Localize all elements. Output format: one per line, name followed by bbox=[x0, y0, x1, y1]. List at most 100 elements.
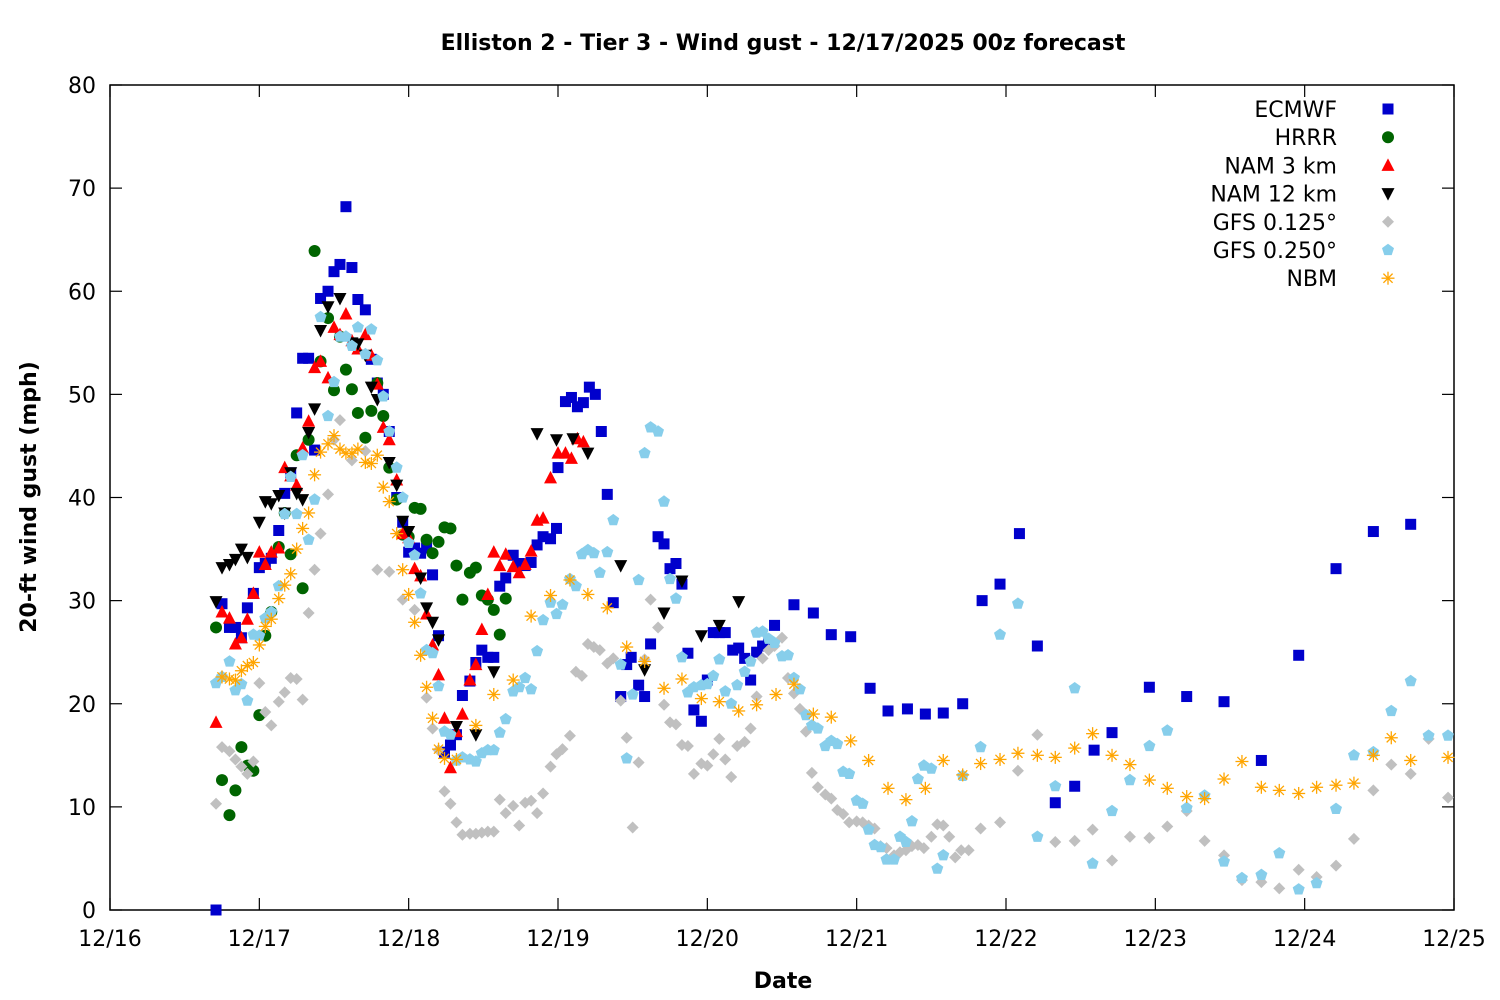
data-point bbox=[1310, 780, 1324, 794]
data-point bbox=[607, 597, 619, 609]
data-point bbox=[390, 527, 404, 541]
data-point bbox=[223, 621, 235, 633]
data-point bbox=[614, 560, 628, 573]
data-point bbox=[302, 427, 316, 440]
data-point bbox=[475, 622, 489, 635]
data-point bbox=[581, 587, 595, 601]
data-point bbox=[1405, 518, 1417, 530]
data-point bbox=[513, 819, 526, 832]
data-point bbox=[506, 673, 520, 687]
data-point bbox=[456, 690, 468, 701]
data-point bbox=[303, 352, 315, 364]
legend-marker-icon bbox=[1382, 243, 1394, 256]
data-point bbox=[537, 787, 550, 800]
y-axis-label: 20-ft wind gust (mph) bbox=[17, 361, 42, 633]
data-point bbox=[265, 719, 278, 732]
data-point bbox=[487, 687, 501, 701]
data-point bbox=[587, 546, 600, 559]
data-point bbox=[1161, 724, 1174, 736]
data-point bbox=[345, 339, 358, 351]
data-point bbox=[593, 644, 606, 657]
data-point bbox=[493, 726, 506, 738]
data-point bbox=[874, 840, 887, 853]
data-point bbox=[974, 740, 987, 753]
data-point bbox=[694, 692, 708, 706]
data-point bbox=[455, 707, 469, 720]
data-point bbox=[531, 539, 543, 551]
data-point bbox=[383, 425, 396, 437]
data-point bbox=[524, 544, 538, 557]
data-point bbox=[240, 612, 254, 625]
data-point bbox=[1143, 739, 1156, 752]
data-point bbox=[1347, 776, 1361, 790]
data-point bbox=[273, 525, 285, 536]
data-point bbox=[443, 760, 457, 774]
data-point bbox=[1069, 780, 1081, 792]
data-point bbox=[1367, 784, 1380, 797]
data-point bbox=[788, 671, 800, 684]
data-point bbox=[1293, 649, 1305, 661]
data-point bbox=[252, 545, 266, 558]
data-point bbox=[744, 655, 757, 667]
data-point bbox=[371, 563, 384, 576]
data-point bbox=[507, 799, 520, 812]
data-point bbox=[1292, 786, 1306, 800]
data-point bbox=[247, 755, 260, 768]
data-point bbox=[633, 679, 645, 691]
data-point bbox=[499, 712, 512, 725]
data-point bbox=[1049, 780, 1062, 792]
data-point bbox=[1442, 729, 1454, 741]
data-point bbox=[956, 768, 970, 782]
data-point bbox=[575, 669, 588, 682]
data-point bbox=[899, 793, 913, 807]
data-point bbox=[571, 401, 583, 413]
data-point bbox=[1011, 746, 1025, 760]
data-point bbox=[487, 743, 500, 756]
data-point bbox=[925, 762, 938, 774]
data-point bbox=[1031, 830, 1044, 842]
data-point bbox=[1123, 758, 1137, 772]
data-points bbox=[209, 201, 1455, 916]
data-point bbox=[669, 718, 682, 731]
data-point bbox=[358, 327, 372, 341]
data-point bbox=[321, 301, 335, 314]
data-point bbox=[937, 819, 950, 832]
data-point bbox=[364, 456, 378, 470]
data-point bbox=[258, 557, 272, 571]
data-point bbox=[216, 598, 228, 610]
data-point bbox=[962, 844, 975, 857]
data-point bbox=[450, 559, 463, 572]
data-point bbox=[750, 690, 763, 703]
data-point bbox=[223, 809, 236, 822]
data-point bbox=[314, 324, 328, 338]
data-point bbox=[601, 488, 613, 500]
data-point bbox=[351, 442, 365, 456]
data-point bbox=[469, 561, 482, 574]
data-point bbox=[284, 470, 297, 482]
data-point bbox=[1012, 597, 1024, 609]
data-point bbox=[390, 461, 403, 473]
data-point bbox=[712, 619, 726, 633]
data-point bbox=[438, 711, 452, 724]
data-point bbox=[607, 652, 620, 665]
data-point bbox=[1143, 831, 1156, 844]
data-point bbox=[246, 586, 260, 599]
legend-marker-icon bbox=[1382, 215, 1394, 228]
data-point bbox=[296, 693, 309, 706]
data-point bbox=[1330, 802, 1342, 814]
data-point bbox=[444, 522, 457, 535]
data-point bbox=[1180, 801, 1193, 813]
data-point bbox=[469, 657, 483, 671]
data-point bbox=[1180, 790, 1194, 804]
data-point bbox=[493, 558, 507, 572]
data-point bbox=[519, 671, 532, 684]
data-point bbox=[327, 429, 341, 443]
data-point bbox=[427, 569, 439, 581]
x-tick-label: 12/19 bbox=[526, 927, 589, 952]
data-point bbox=[632, 756, 645, 769]
legend: ECMWF HRRR NAM 3 km NAM 12 km GFS 0.125° GFS … bbox=[1210, 98, 1395, 292]
data-point bbox=[432, 634, 446, 647]
data-point bbox=[719, 627, 731, 639]
data-point bbox=[949, 851, 962, 864]
data-point bbox=[420, 533, 433, 546]
